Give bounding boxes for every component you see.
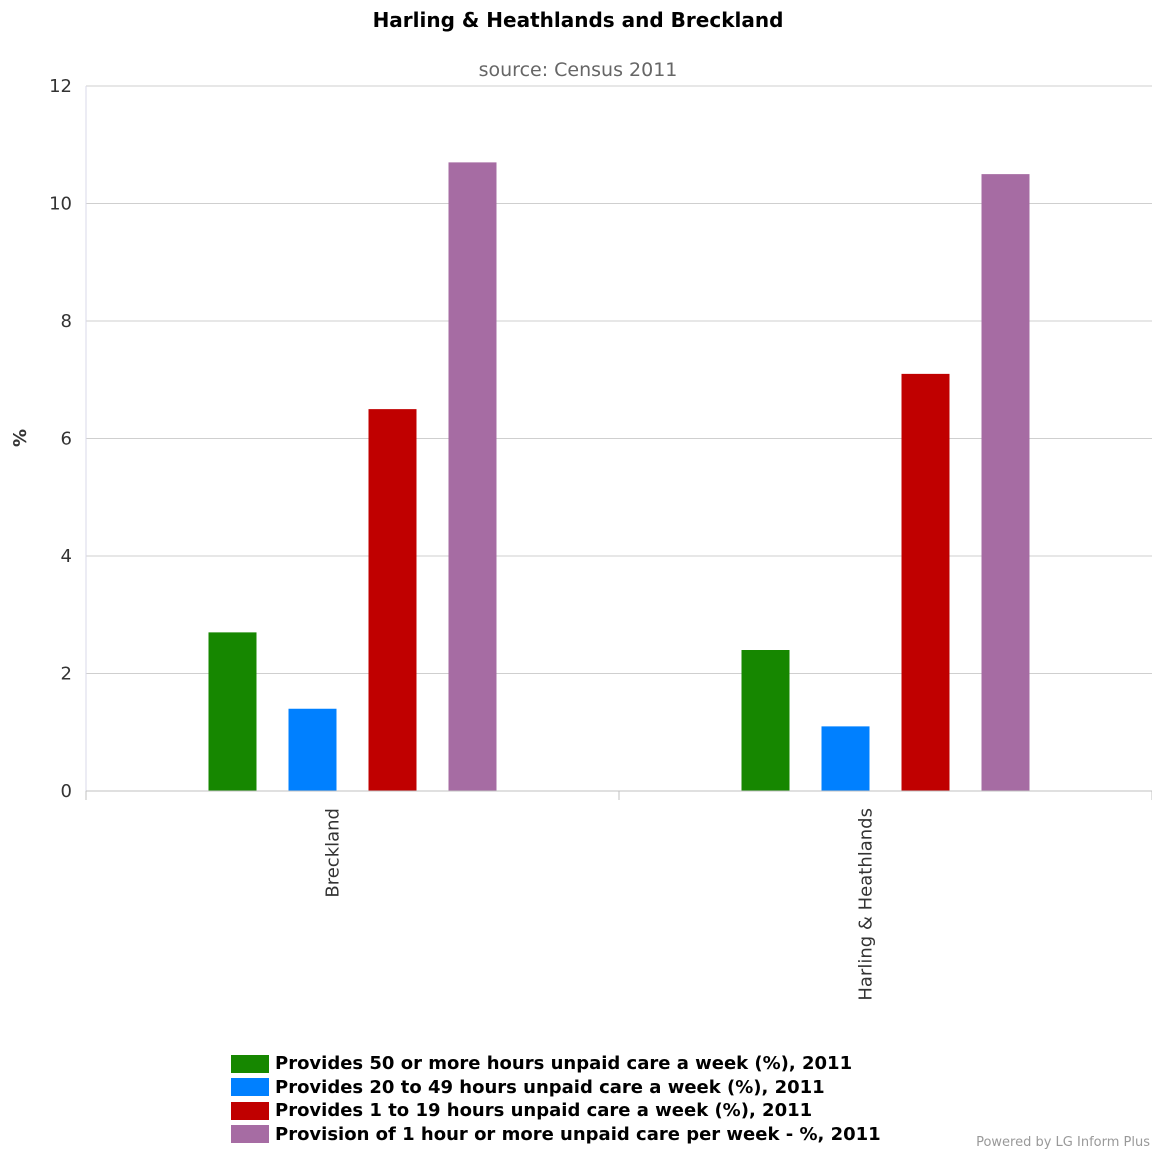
y-tick-label: 0 (61, 781, 72, 802)
y-tick-label: 2 (61, 664, 72, 685)
bar[interactable] (821, 726, 870, 791)
bar[interactable] (448, 162, 497, 791)
legend-swatch (231, 1125, 269, 1144)
legend-item[interactable]: Provides 50 or more hours unpaid care a … (231, 1052, 881, 1076)
axes: 0 2 4 6 8 10 12 Breckland Harling & Heathlands (49, 76, 1152, 1001)
bars (208, 162, 1030, 791)
chart-subtitle: source: Census 2011 (479, 59, 678, 81)
legend-item[interactable]: Provides 20 to 49 hours unpaid care a we… (231, 1076, 881, 1100)
legend-label: Provides 1 to 19 hours unpaid care a wee… (275, 1100, 813, 1122)
legend-item[interactable]: Provision of 1 hour or more unpaid care … (231, 1123, 881, 1147)
y-tick-label: 10 (49, 194, 72, 215)
legend-swatch (231, 1078, 269, 1097)
bar[interactable] (288, 708, 337, 791)
legend-label: Provision of 1 hour or more unpaid care … (275, 1123, 881, 1145)
legend-item[interactable]: Provides 1 to 19 hours unpaid care a wee… (231, 1099, 881, 1123)
y-axis-label: % (10, 429, 31, 447)
legend-swatch (231, 1101, 269, 1120)
x-category-label: Breckland (323, 808, 344, 898)
bar[interactable] (368, 409, 417, 791)
legend-label: Provides 20 to 49 hours unpaid care a we… (275, 1076, 825, 1098)
bar[interactable] (981, 174, 1030, 791)
legend: Provides 50 or more hours unpaid care a … (231, 1052, 881, 1146)
x-category-label: Harling & Heathlands (856, 808, 877, 1001)
y-tick-label: 8 (61, 311, 72, 332)
bar[interactable] (208, 632, 257, 791)
legend-swatch (231, 1054, 269, 1073)
legend-label: Provides 50 or more hours unpaid care a … (275, 1053, 853, 1075)
y-tick-label: 6 (61, 429, 72, 450)
gridlines (86, 85, 1152, 674)
bar[interactable] (901, 373, 950, 791)
chart-title: Harling & Heathlands and Breckland (373, 8, 784, 32)
y-tick-label: 12 (49, 76, 72, 97)
y-tick-label: 4 (61, 546, 72, 567)
bar[interactable] (741, 650, 790, 791)
powered-by-credit[interactable]: Powered by LG Inform Plus (976, 1135, 1150, 1150)
